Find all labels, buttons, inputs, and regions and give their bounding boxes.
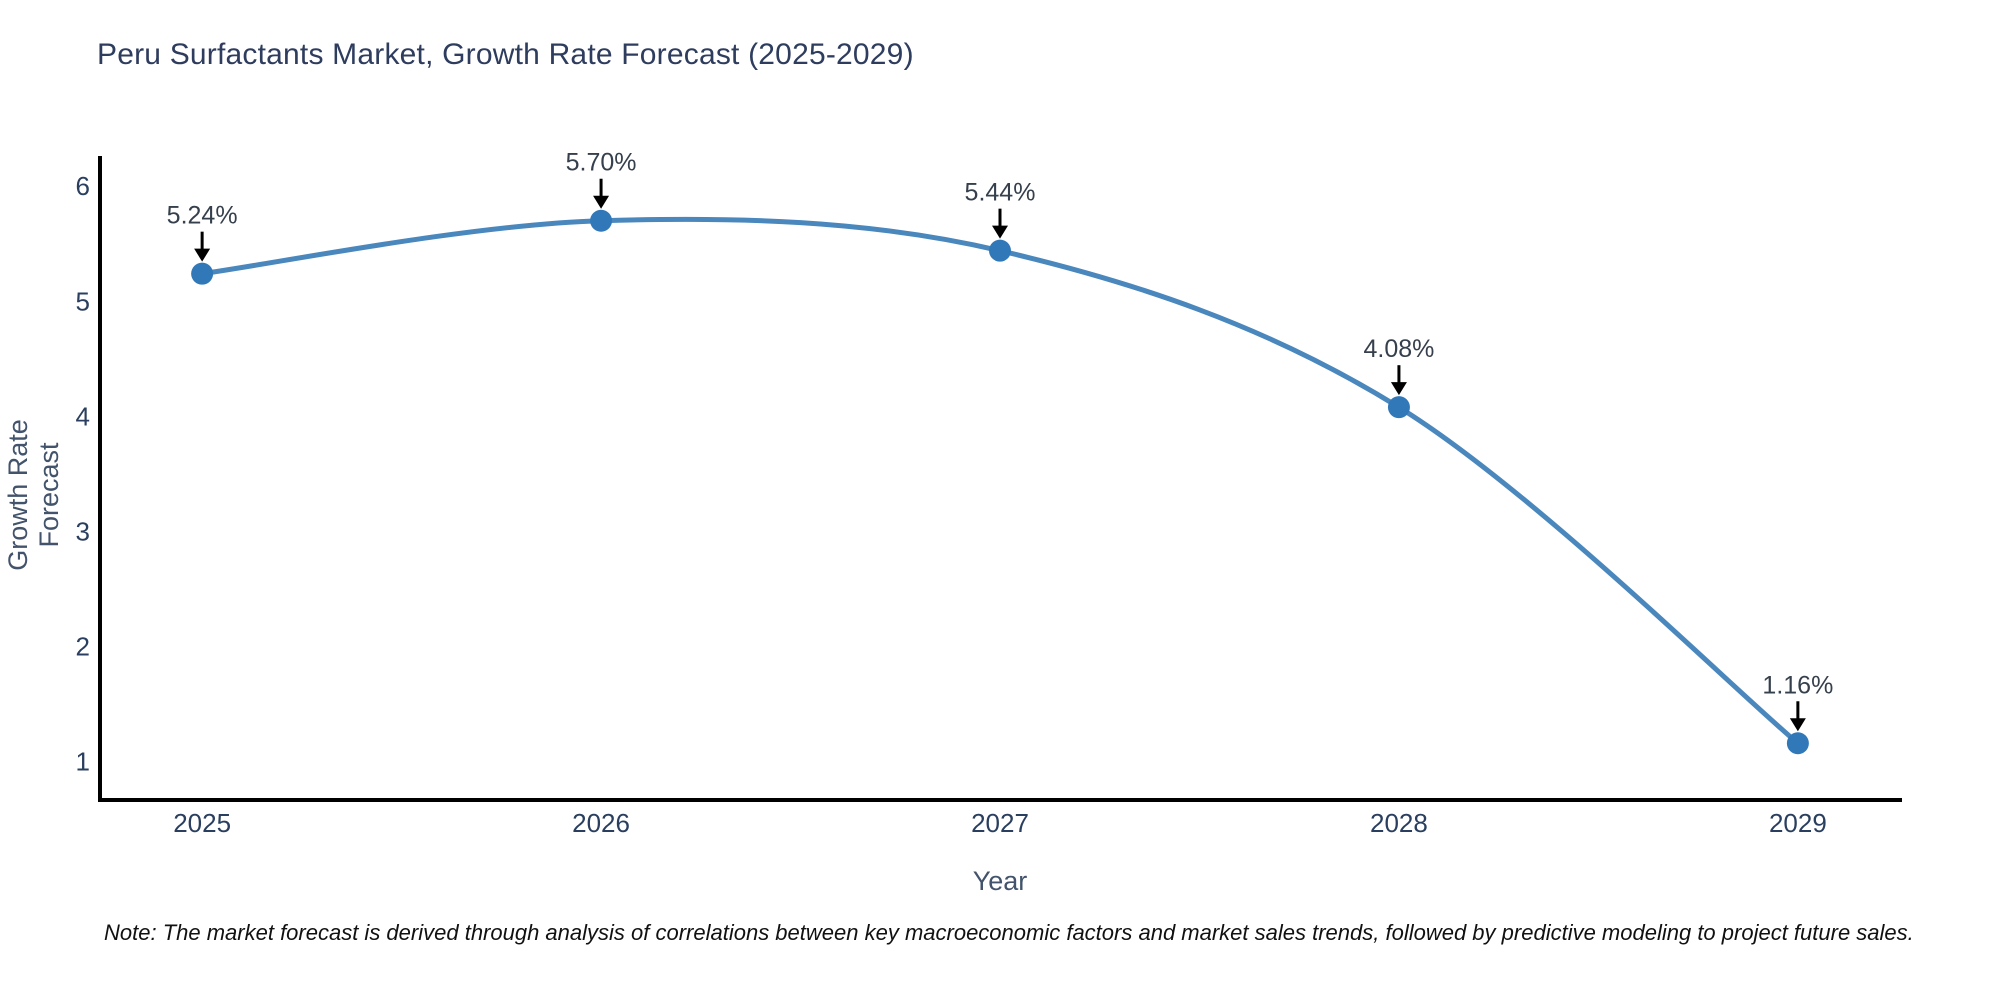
annotation-arrowhead-icon xyxy=(194,248,211,262)
y-tick-label: 3 xyxy=(76,516,90,546)
x-tick-label: 2029 xyxy=(1769,808,1827,838)
annotation-arrowhead-icon xyxy=(1789,718,1806,732)
y-tick-label: 6 xyxy=(76,171,90,201)
point-value-annotation: 1.16% xyxy=(1762,671,1833,699)
forecast-line xyxy=(199,216,1801,746)
point-value-annotation: 5.70% xyxy=(566,149,637,177)
x-axis-label: Year xyxy=(972,866,1028,896)
x-tick-label: 2027 xyxy=(971,808,1029,838)
y-tick-label: 2 xyxy=(76,632,90,662)
annotation-arrowhead-icon xyxy=(992,225,1008,239)
point-value-annotation: 4.08% xyxy=(1363,335,1434,363)
x-tick-label: 2028 xyxy=(1370,808,1428,838)
annotation-arrowhead-icon xyxy=(593,195,610,209)
data-point-marker xyxy=(191,262,214,285)
y-tick-label: 5 xyxy=(76,286,90,316)
x-tick-label: 2025 xyxy=(173,808,231,838)
y-tick-label: 1 xyxy=(76,747,90,777)
y-tick-label: 4 xyxy=(76,401,90,431)
chart-note: Note: The market forecast is derived thr… xyxy=(104,920,1914,945)
annotation-arrowhead-icon xyxy=(1390,382,1407,396)
data-point-marker xyxy=(989,239,1011,262)
x-tick-label: 2026 xyxy=(572,808,630,838)
point-value-annotation: 5.24% xyxy=(167,202,238,230)
data-point-marker xyxy=(1387,396,1410,419)
data-point-marker xyxy=(1786,732,1809,755)
point-value-annotation: 5.44% xyxy=(965,179,1036,207)
y-axis-label: Growth Rate Forecast xyxy=(3,419,64,571)
chart-title: Peru Surfactants Market, Growth Rate For… xyxy=(97,38,914,71)
axis-lines xyxy=(98,156,1902,802)
data-point-marker xyxy=(590,209,613,232)
